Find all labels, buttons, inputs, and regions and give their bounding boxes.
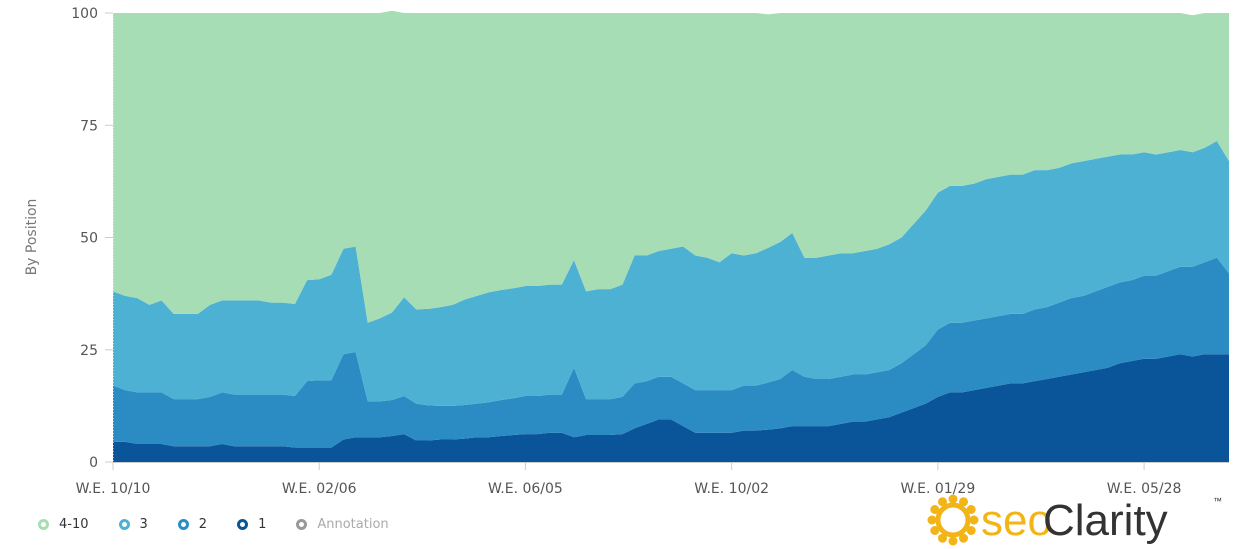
logo-text-clarity: Clarity xyxy=(1043,496,1168,545)
legend-marker-3 xyxy=(118,518,130,530)
legend-item-3[interactable]: 3 xyxy=(118,516,148,532)
sun-ray xyxy=(948,536,958,546)
y-axis-label: By Position xyxy=(24,199,40,276)
legend-marker-2 xyxy=(177,518,189,530)
legend-label-1: 1 xyxy=(258,516,267,532)
y-tick-label: 50 xyxy=(80,231,98,247)
legend-label-2: 2 xyxy=(198,516,208,532)
sun-ray xyxy=(938,497,947,507)
series-area-2 xyxy=(113,257,1229,448)
legend-item-2[interactable]: 2 xyxy=(177,516,208,532)
plot-area xyxy=(113,10,1229,462)
logo-trademark: ™ xyxy=(1213,496,1222,506)
legend-marker-4-10 xyxy=(38,518,49,530)
y-tick-label: 0 xyxy=(89,455,98,471)
legend-label-3: 3 xyxy=(139,516,148,532)
series-area-3 xyxy=(113,140,1229,406)
axes: 0 25 50 75 100 W.E. 10/10 W.E. 02/06 W.E. 06/05… xyxy=(71,6,1229,497)
x-tick-label: W.E. 05/28 xyxy=(1107,481,1182,497)
x-tick-label: W.E. 06/05 xyxy=(488,481,563,497)
sun-ray xyxy=(959,497,968,507)
series-area-4-10 xyxy=(113,10,1229,323)
legend: 4-10 3 2 1 Annotation xyxy=(38,512,419,536)
x-tick-label: W.E. 10/02 xyxy=(694,481,769,497)
sun-ray xyxy=(938,533,947,543)
sun-ray xyxy=(959,533,968,543)
y-tick-label: 25 xyxy=(80,343,98,359)
series-area-1 xyxy=(113,354,1229,462)
sun-ray xyxy=(969,515,979,525)
logo-text-seo: seo xyxy=(981,496,1052,545)
y-tick-label: 100 xyxy=(71,6,98,22)
x-tick-label: W.E. 02/06 xyxy=(282,481,357,497)
legend-label-4-10: 4-10 xyxy=(59,516,89,532)
legend-marker-annotation xyxy=(296,518,308,530)
x-tick-label: W.E. 01/29 xyxy=(900,481,975,497)
sun-ray xyxy=(927,515,937,525)
legend-item-4-10[interactable]: 4-10 xyxy=(38,517,89,532)
sun-ray xyxy=(948,494,958,504)
legend-item-1[interactable]: 1 xyxy=(237,517,266,532)
legend-label-annotation: Annotation xyxy=(317,516,389,532)
seoclarity-logo: seo Clarity ™ xyxy=(927,494,1222,546)
legend-item-annotation[interactable]: Annotation xyxy=(296,516,389,532)
x-tick-label: W.E. 10/10 xyxy=(76,481,151,497)
sun-icon xyxy=(927,494,979,546)
sun-ray xyxy=(966,505,976,514)
sun-ray xyxy=(966,526,976,535)
sun-ray xyxy=(930,505,940,514)
area-chart: 0 25 50 75 100 W.E. 10/10 W.E. 02/06 W.E. 06/05… xyxy=(24,6,1229,497)
sun-ray xyxy=(930,526,940,535)
y-tick-label: 75 xyxy=(80,118,98,134)
legend-marker-1 xyxy=(237,518,249,530)
